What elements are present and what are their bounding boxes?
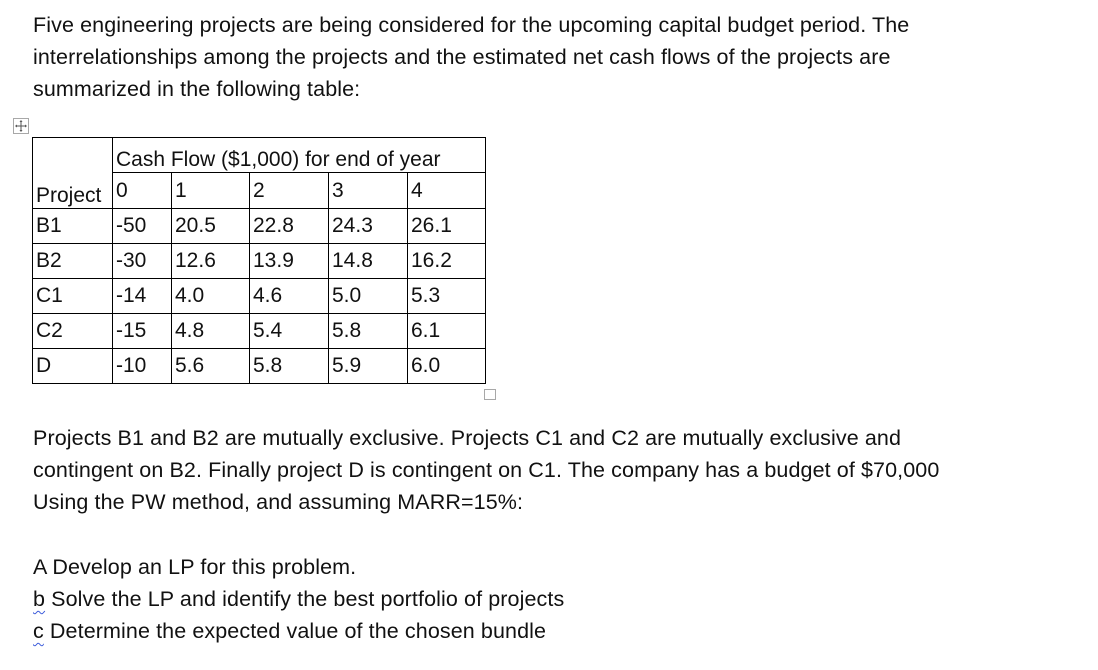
table-header-row: Project Cash Flow ($1,000) for end of ye… [32, 137, 486, 209]
move-cross-icon [14, 119, 28, 133]
constraints-line: Projects B1 and B2 are mutually exclusiv… [33, 426, 902, 450]
value-cell: 22.8 [249, 208, 329, 244]
constraints-paragraph: Projects B1 and B2 are mutually exclusiv… [33, 422, 939, 518]
questions-list: A Develop an LP for this problem. b Solv… [33, 551, 564, 647]
value-cell: -14 [112, 278, 172, 314]
project-cell: B1 [32, 208, 113, 244]
value-cell: 5.4 [249, 313, 329, 349]
value-cell: 4.8 [171, 313, 250, 349]
table-resize-handle[interactable] [484, 389, 496, 400]
year-header-cell: 2 [249, 172, 329, 209]
table-move-handle[interactable] [13, 118, 29, 134]
question-marker-spellcheck[interactable]: c [33, 619, 44, 643]
constraints-line: Using the PW method, and assuming MARR=1… [33, 490, 524, 514]
year-header-cell: 1 [171, 172, 250, 209]
value-cell: -10 [112, 348, 172, 384]
table-row: C2 -15 4.8 5.4 5.8 6.1 [32, 313, 486, 349]
value-cell: 24.3 [328, 208, 408, 244]
value-cell: 5.8 [328, 313, 408, 349]
project-header-cell: Project [32, 137, 113, 209]
value-cell: 12.6 [171, 243, 250, 279]
question-text: Determine the expected value of the chos… [43, 619, 547, 643]
year-header-cell: 3 [328, 172, 408, 209]
value-cell: -30 [112, 243, 172, 279]
project-cell: C2 [32, 313, 113, 349]
project-cell: B2 [32, 243, 113, 279]
value-cell: 4.6 [249, 278, 329, 314]
question-marker: A [33, 555, 47, 579]
value-cell: 26.1 [407, 208, 486, 244]
intro-line: Five engineering projects are being cons… [33, 13, 910, 37]
value-cell: 6.0 [407, 348, 486, 384]
value-cell: 5.8 [249, 348, 329, 384]
value-cell: 5.6 [171, 348, 250, 384]
table-row: B2 -30 12.6 13.9 14.8 16.2 [32, 243, 486, 279]
value-cell: 4.0 [171, 278, 250, 314]
value-cell: 14.8 [328, 243, 408, 279]
value-cell: 16.2 [407, 243, 486, 279]
question-item: c Determine the expected value of the ch… [33, 615, 564, 647]
question-text: Develop an LP for this problem. [46, 555, 357, 579]
table-row: D -10 5.6 5.8 5.9 6.0 [32, 348, 486, 384]
value-cell: 20.5 [171, 208, 250, 244]
cash-flow-table: Project Cash Flow ($1,000) for end of ye… [32, 137, 486, 384]
constraints-line: contingent on B2. Finally project D is c… [33, 458, 940, 482]
intro-paragraph: Five engineering projects are being cons… [33, 9, 909, 105]
project-cell: D [32, 348, 113, 384]
value-cell: 6.1 [407, 313, 486, 349]
value-cell: -15 [112, 313, 172, 349]
table-row: B1 -50 20.5 22.8 24.3 26.1 [32, 208, 486, 244]
year-header-cell: 0 [112, 172, 172, 209]
value-cell: 5.3 [407, 278, 486, 314]
year-header-cell: 4 [407, 172, 486, 209]
question-item: b Solve the LP and identify the best por… [33, 583, 564, 615]
intro-line: summarized in the following table: [33, 77, 361, 101]
cash-flow-header-cell: Cash Flow ($1,000) for end of year [112, 137, 486, 173]
value-cell: 13.9 [249, 243, 329, 279]
intro-line: interrelationships among the projects an… [33, 45, 891, 69]
table-year-row: 0 1 2 3 4 [33, 172, 486, 209]
question-item: A Develop an LP for this problem. [33, 551, 564, 583]
value-cell: 5.0 [328, 278, 408, 314]
project-cell: C1 [32, 278, 113, 314]
table-row: C1 -14 4.0 4.6 5.0 5.3 [32, 278, 486, 314]
value-cell: 5.9 [328, 348, 408, 384]
value-cell: -50 [112, 208, 172, 244]
question-text: Solve the LP and identify the best portf… [45, 587, 565, 611]
question-marker-spellcheck[interactable]: b [33, 587, 46, 611]
